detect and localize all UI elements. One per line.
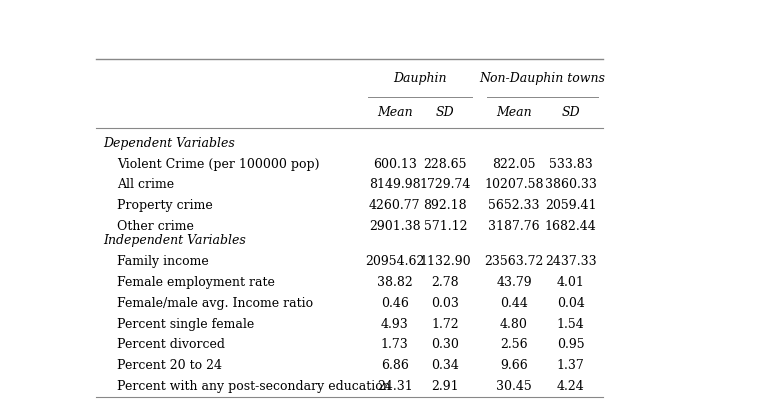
Text: 1.73: 1.73 — [380, 338, 409, 352]
Text: 600.13: 600.13 — [373, 158, 417, 170]
Text: Other crime: Other crime — [117, 220, 194, 233]
Text: 1.37: 1.37 — [557, 359, 584, 372]
Text: 822.05: 822.05 — [492, 158, 536, 170]
Text: Mean: Mean — [377, 106, 413, 119]
Text: Dependent Variables: Dependent Variables — [103, 136, 235, 150]
Text: Family income: Family income — [117, 255, 209, 268]
Text: 30.45: 30.45 — [496, 380, 532, 393]
Text: 8149.98: 8149.98 — [369, 178, 420, 192]
Text: 2.56: 2.56 — [500, 338, 527, 352]
Text: 228.65: 228.65 — [424, 158, 467, 170]
Text: 2901.38: 2901.38 — [369, 220, 420, 233]
Text: 10207.58: 10207.58 — [484, 178, 544, 192]
Text: 0.44: 0.44 — [500, 297, 528, 310]
Text: 0.30: 0.30 — [431, 338, 459, 352]
Text: 0.03: 0.03 — [431, 297, 459, 310]
Text: Mean: Mean — [496, 106, 532, 119]
Text: SD: SD — [561, 106, 580, 119]
Text: 3187.76: 3187.76 — [488, 220, 540, 233]
Text: Female/male avg. Income ratio: Female/male avg. Income ratio — [117, 297, 313, 310]
Text: Percent 20 to 24: Percent 20 to 24 — [117, 359, 222, 372]
Text: 38.82: 38.82 — [377, 276, 413, 289]
Text: 533.83: 533.83 — [549, 158, 593, 170]
Text: 571.12: 571.12 — [424, 220, 467, 233]
Text: 5652.33: 5652.33 — [488, 199, 540, 212]
Text: 0.46: 0.46 — [380, 297, 409, 310]
Text: 4.24: 4.24 — [557, 380, 584, 393]
Text: Percent divorced: Percent divorced — [117, 338, 225, 352]
Text: 3860.33: 3860.33 — [544, 178, 597, 192]
Text: SD: SD — [436, 106, 454, 119]
Text: 0.95: 0.95 — [557, 338, 584, 352]
Text: Dauphin: Dauphin — [393, 72, 447, 85]
Text: 2.91: 2.91 — [431, 380, 459, 393]
Text: 4260.77: 4260.77 — [369, 199, 420, 212]
Text: 2437.33: 2437.33 — [545, 255, 597, 268]
Text: All crime: All crime — [117, 178, 174, 192]
Text: Property crime: Property crime — [117, 199, 213, 212]
Text: 6.86: 6.86 — [380, 359, 409, 372]
Text: 1.54: 1.54 — [557, 318, 584, 331]
Text: Percent with any post-secondary education: Percent with any post-secondary educatio… — [117, 380, 391, 393]
Text: 2.78: 2.78 — [431, 276, 459, 289]
Text: 0.04: 0.04 — [557, 297, 584, 310]
Text: 1132.90: 1132.90 — [420, 255, 471, 268]
Text: 4.01: 4.01 — [557, 276, 584, 289]
Text: Female employment rate: Female employment rate — [117, 276, 275, 289]
Text: 24.31: 24.31 — [377, 380, 413, 393]
Text: 0.34: 0.34 — [431, 359, 459, 372]
Text: 2059.41: 2059.41 — [545, 199, 597, 212]
Text: Percent single female: Percent single female — [117, 318, 254, 331]
Text: 9.66: 9.66 — [500, 359, 528, 372]
Text: 4.80: 4.80 — [500, 318, 528, 331]
Text: 1.72: 1.72 — [431, 318, 459, 331]
Text: Independent Variables: Independent Variables — [103, 234, 246, 247]
Text: Non-Dauphin towns: Non-Dauphin towns — [480, 72, 605, 85]
Text: 20954.62: 20954.62 — [365, 255, 424, 268]
Text: 43.79: 43.79 — [496, 276, 532, 289]
Text: 4.93: 4.93 — [380, 318, 409, 331]
Text: 23563.72: 23563.72 — [484, 255, 544, 268]
Text: 892.18: 892.18 — [424, 199, 467, 212]
Text: Violent Crime (per 100000 pop): Violent Crime (per 100000 pop) — [117, 158, 320, 170]
Text: 1682.44: 1682.44 — [545, 220, 597, 233]
Text: 1729.74: 1729.74 — [420, 178, 471, 192]
